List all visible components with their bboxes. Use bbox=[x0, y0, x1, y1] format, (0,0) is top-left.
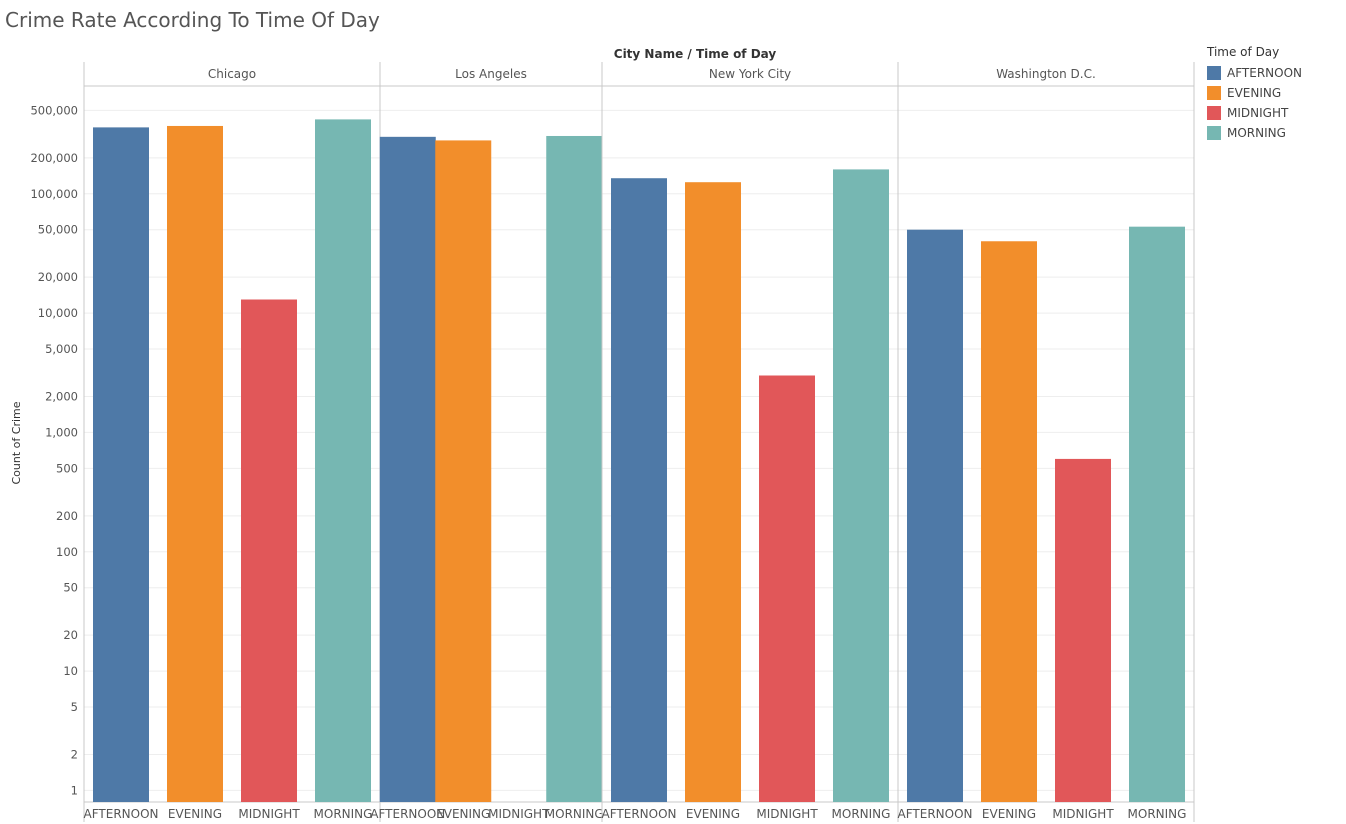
x-tick-label: MIDNIGHT bbox=[238, 807, 300, 821]
legend-item-morning[interactable]: MORNING bbox=[1207, 123, 1302, 143]
legend-item-afternoon[interactable]: AFTERNOON bbox=[1207, 63, 1302, 83]
bar-midnight bbox=[241, 299, 297, 802]
y-tick-label: 100,000 bbox=[30, 187, 78, 201]
y-tick-label: 5,000 bbox=[45, 342, 78, 356]
x-tick-label: MORNING bbox=[545, 807, 604, 821]
legend-swatch-morning bbox=[1207, 126, 1221, 140]
legend-swatch-evening bbox=[1207, 86, 1221, 100]
legend-label: AFTERNOON bbox=[1227, 66, 1302, 80]
bar-morning bbox=[833, 169, 889, 803]
y-axis-title: Count of Crime bbox=[10, 401, 23, 484]
y-tick-label: 20,000 bbox=[38, 270, 78, 284]
x-tick-label: EVENING bbox=[168, 807, 222, 821]
bar-evening bbox=[167, 125, 223, 803]
y-tick-label: 50,000 bbox=[38, 223, 78, 237]
group-label: Washington D.C. bbox=[996, 67, 1096, 81]
y-tick-label: 10 bbox=[63, 664, 78, 678]
legend-swatch-afternoon bbox=[1207, 66, 1221, 80]
chart-title: Crime Rate According To Time Of Day bbox=[5, 8, 380, 32]
y-tick-label: 2,000 bbox=[45, 390, 78, 404]
bar-afternoon bbox=[611, 178, 667, 802]
x-tick-label: AFTERNOON bbox=[370, 807, 445, 821]
y-tick-label: 500,000 bbox=[30, 103, 78, 117]
bar-evening bbox=[981, 241, 1037, 803]
y-tick-label: 200 bbox=[56, 509, 78, 523]
x-tick-label: AFTERNOON bbox=[84, 807, 159, 821]
y-tick-label: 1 bbox=[71, 783, 78, 797]
y-tick-label: 1,000 bbox=[45, 425, 78, 439]
x-tick-label: EVENING bbox=[436, 807, 490, 821]
legend-title: Time of Day bbox=[1207, 45, 1280, 59]
legend-item-evening[interactable]: EVENING bbox=[1207, 83, 1302, 103]
group-label: Chicago bbox=[208, 67, 256, 81]
x-tick-label: EVENING bbox=[686, 807, 740, 821]
bar-evening bbox=[435, 140, 492, 802]
legend-item-midnight[interactable]: MIDNIGHT bbox=[1207, 103, 1302, 123]
y-tick-label: 200,000 bbox=[30, 151, 78, 165]
bar-morning bbox=[315, 119, 371, 802]
bar-afternoon bbox=[907, 229, 963, 802]
y-tick-label: 100 bbox=[56, 545, 78, 559]
legend: Time of Day AFTERNOON EVENING MIDNIGHT M… bbox=[1207, 45, 1302, 143]
legend-label: MORNING bbox=[1227, 126, 1286, 140]
y-tick-label: 500 bbox=[56, 461, 78, 475]
bar-morning bbox=[1129, 226, 1185, 802]
y-tick-label: 2 bbox=[71, 748, 78, 762]
bar-afternoon bbox=[379, 136, 436, 802]
group-label: New York City bbox=[709, 67, 791, 81]
y-tick-label: 20 bbox=[63, 628, 78, 642]
y-tick-label: 5 bbox=[71, 700, 78, 714]
bar-midnight bbox=[1055, 458, 1111, 802]
column-header-title: City Name / Time of Day bbox=[614, 47, 777, 61]
y-tick-label: 10,000 bbox=[38, 306, 78, 320]
legend-label: EVENING bbox=[1227, 86, 1282, 100]
x-tick-label: MORNING bbox=[832, 807, 891, 821]
group-label: Los Angeles bbox=[455, 67, 527, 81]
bar-morning bbox=[546, 135, 603, 802]
x-tick-label: AFTERNOON bbox=[898, 807, 973, 821]
x-tick-label: MIDNIGHT bbox=[1052, 807, 1114, 821]
legend-label: MIDNIGHT bbox=[1227, 106, 1289, 120]
x-tick-label: MORNING bbox=[1128, 807, 1187, 821]
bar-evening bbox=[685, 182, 741, 802]
x-tick-label: MIDNIGHT bbox=[488, 807, 550, 821]
legend-swatch-midnight bbox=[1207, 106, 1221, 120]
y-tick-label: 50 bbox=[63, 581, 78, 595]
x-tick-label: MIDNIGHT bbox=[756, 807, 818, 821]
x-tick-label: MORNING bbox=[314, 807, 373, 821]
x-tick-label: EVENING bbox=[982, 807, 1036, 821]
bar-afternoon bbox=[93, 127, 149, 803]
x-tick-label: AFTERNOON bbox=[602, 807, 677, 821]
bar-midnight bbox=[759, 375, 815, 802]
